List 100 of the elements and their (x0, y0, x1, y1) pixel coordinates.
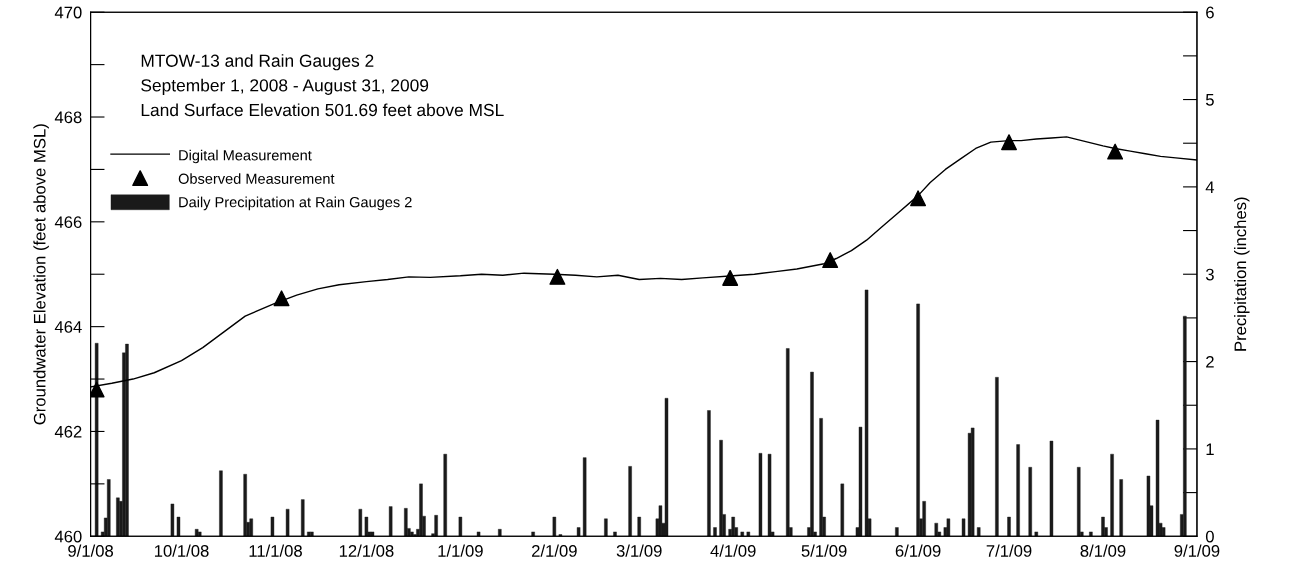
annotation: September 1, 2008 - August 31, 2009 (141, 78, 429, 95)
bar (604, 518, 608, 537)
bar (740, 531, 744, 537)
x-tick-label: 3/1/09 (616, 544, 662, 557)
bar (1146, 475, 1151, 537)
bar (243, 474, 247, 537)
bar (531, 531, 535, 537)
y-tick-label: 470 (54, 6, 82, 19)
legend-label: Digital Measurement (179, 149, 312, 164)
bar (443, 453, 447, 537)
bar (249, 518, 253, 537)
bar (995, 377, 999, 537)
bar (194, 529, 199, 537)
bar (970, 427, 975, 537)
bar (819, 418, 823, 537)
bar (786, 348, 790, 537)
x-tick-label: 10/1/08 (154, 544, 209, 557)
y-tick-label: 468 (54, 111, 82, 124)
annotation: Land Surface Elevation 501.69 feet above MSL (141, 103, 504, 117)
y2-tick-label: 5 (1205, 94, 1214, 106)
y2-tick-label: 1 (1206, 443, 1214, 455)
y2-tick-label: 4 (1205, 181, 1215, 193)
bar (731, 516, 735, 537)
bar (1110, 453, 1114, 537)
x-tick-label: 9/1/09 (1174, 544, 1220, 557)
point (549, 268, 566, 285)
bar (637, 516, 641, 537)
x-tick-label: 2/1/09 (532, 544, 577, 557)
bar (419, 483, 423, 537)
bar (1028, 467, 1032, 537)
bar (270, 516, 275, 537)
bar (107, 479, 111, 537)
bar (1016, 444, 1020, 537)
y2-tick-label: 2 (1206, 355, 1214, 368)
bar (1101, 516, 1105, 537)
y2-tick-label: 6 (1206, 6, 1214, 19)
bar (388, 506, 393, 537)
point (1001, 134, 1017, 151)
y-tick-label: 460 (54, 530, 82, 543)
legend-label: Observed Measurement (178, 173, 335, 184)
bar (628, 466, 632, 537)
bar (613, 531, 617, 537)
bar (434, 515, 438, 537)
bar (767, 453, 772, 537)
y-tick-label: 464 (54, 321, 82, 333)
bar (840, 483, 845, 537)
x-tick-label: 6/1/09 (895, 544, 941, 557)
bar (976, 527, 981, 537)
bar (125, 343, 129, 537)
y2-axis-title: Precipitation (inches) (1234, 197, 1250, 351)
bar (758, 453, 763, 537)
point (1107, 143, 1124, 160)
bar (1077, 467, 1081, 537)
bar (1183, 315, 1187, 537)
bar (197, 531, 202, 537)
bar (895, 527, 899, 537)
point (273, 290, 290, 307)
bar (746, 531, 751, 537)
bar (713, 527, 717, 537)
point (910, 190, 927, 207)
bar (707, 410, 711, 537)
bar (719, 439, 723, 537)
x-tick-label: 8/1/09 (1080, 544, 1126, 557)
bar (922, 501, 926, 537)
y-axis-title: Groundwater Elevation (feet above MSL) (33, 124, 49, 425)
y-tick-label: 466 (54, 216, 82, 229)
bar (1007, 516, 1011, 537)
bar (476, 531, 481, 537)
bar (458, 516, 463, 537)
bar (810, 371, 814, 537)
bar (498, 529, 502, 537)
annotation: MTOW-13 and Rain Gauges 2 (141, 54, 374, 71)
point (822, 252, 839, 269)
y2-tick-label: 3 (1205, 268, 1214, 281)
x-tick-label: 1/1/09 (438, 544, 483, 557)
bar (1089, 531, 1093, 537)
legend-label: Daily Precipitation at Rain Gauges 2 (179, 196, 412, 211)
bar (94, 343, 99, 537)
bar (116, 497, 120, 537)
x-tick-label: 11/1/08 (249, 544, 302, 557)
point (90, 381, 105, 398)
x-tick-label: 9/1/08 (68, 544, 114, 557)
bar (285, 508, 290, 537)
y2-tick-label: 0 (1205, 530, 1214, 543)
bar (946, 518, 951, 537)
y-tick-label: 462 (54, 425, 82, 438)
x-tick-label: 12/1/08 (339, 544, 394, 557)
x-tick-label: 5/1/09 (801, 544, 847, 557)
bar (1049, 440, 1054, 537)
bar (916, 303, 920, 537)
x-tick-label: 4/1/09 (710, 544, 756, 557)
bar (307, 531, 311, 537)
bar (301, 499, 305, 537)
bar (1161, 527, 1166, 537)
bar (1119, 479, 1123, 537)
point (722, 269, 739, 286)
bar (934, 522, 938, 537)
bar (404, 508, 408, 537)
bar (1034, 531, 1039, 537)
x-tick-label: 7/1/09 (986, 544, 1032, 557)
